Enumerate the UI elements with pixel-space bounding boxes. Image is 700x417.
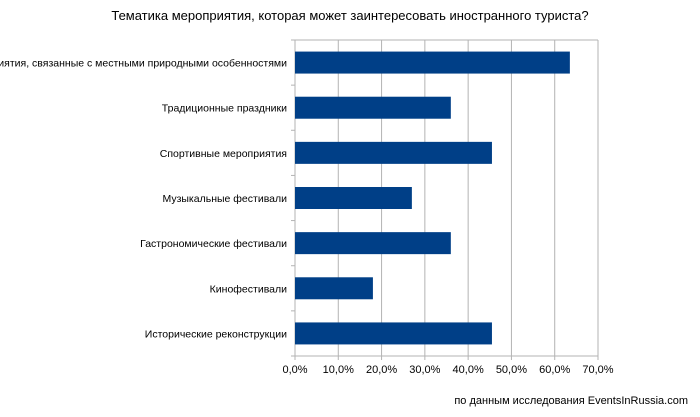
- bar: [295, 232, 451, 255]
- source-note: по данным исследования EventsInRussia.co…: [454, 395, 688, 407]
- category-label: Мероприятия, связанные с местными природ…: [0, 58, 287, 70]
- x-tick-label: 20,0%: [366, 364, 397, 376]
- category-label: Гастрономические фестивали: [140, 238, 287, 250]
- bar: [295, 187, 412, 209]
- category-label: Традиционные праздники: [162, 103, 287, 115]
- bar: [295, 322, 492, 345]
- bar: [295, 277, 373, 300]
- bar: [295, 141, 492, 164]
- bar: [295, 51, 570, 74]
- x-tick-label: 40,0%: [453, 364, 484, 376]
- bar: [295, 96, 451, 119]
- x-tick-label: 0,0%: [282, 364, 307, 376]
- category-label: Кинофестивали: [210, 283, 287, 295]
- x-tick-label: 50,0%: [496, 364, 527, 376]
- category-label: Спортивные мероприятия: [160, 148, 287, 160]
- category-label: Исторические реконструкции: [145, 328, 287, 340]
- x-tick-label: 70,0%: [582, 364, 613, 376]
- x-tick-label: 60,0%: [539, 364, 570, 376]
- x-tick-label: 10,0%: [323, 364, 354, 376]
- category-label: Музыкальные фестивали: [162, 193, 287, 205]
- chart-title: Тематика мероприятия, которая может заин…: [111, 8, 589, 23]
- x-tick-label: 30,0%: [409, 364, 440, 376]
